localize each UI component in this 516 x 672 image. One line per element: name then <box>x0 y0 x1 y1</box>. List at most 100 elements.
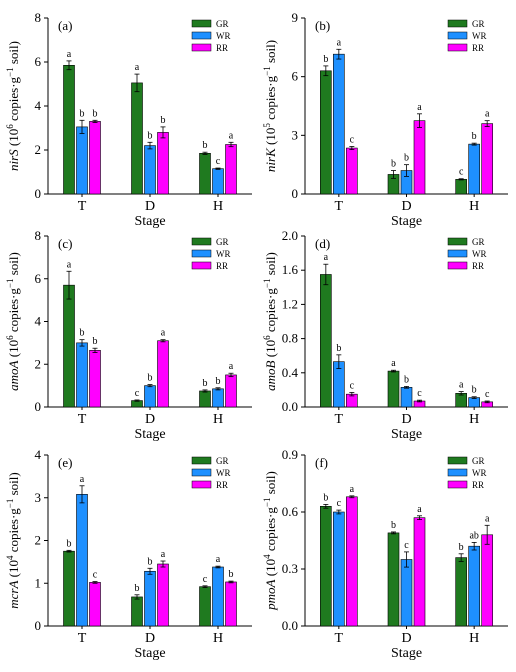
bar-WR-H <box>468 143 480 195</box>
y-axis-title-part: copies·g <box>6 288 21 336</box>
significance-letter: a <box>417 102 422 113</box>
legend-swatch-RR <box>447 480 468 489</box>
significance-letter: b <box>459 542 464 553</box>
significance-letter: b <box>148 556 153 567</box>
significance-letter: b <box>135 583 140 594</box>
significance-letter: a <box>459 380 464 391</box>
significance-letter: b <box>323 492 328 503</box>
legend-label-GR: GR <box>472 19 485 29</box>
legend-swatch-RR <box>191 261 212 270</box>
y-tick-label: 3 <box>292 127 299 142</box>
significance-letter: a <box>161 328 166 339</box>
significance-letter: b <box>148 130 153 141</box>
bar-WR-D <box>144 145 156 195</box>
x-tick-label: H <box>213 412 223 427</box>
legend-label-RR: RR <box>216 480 228 490</box>
x-axis-title: Stage <box>134 646 165 661</box>
significance-letter: a <box>391 358 396 369</box>
legend-label-WR: WR <box>472 249 487 259</box>
bar-RR-H <box>225 374 237 408</box>
y-axis-title-part: soil) <box>6 252 21 278</box>
legend-label-RR: RR <box>472 480 484 490</box>
x-tick-label: H <box>213 199 223 214</box>
bar-WR-D <box>144 570 156 627</box>
y-axis-title: mcrA (104 copies·g−1 soil) <box>5 472 21 609</box>
x-tick-label: D <box>401 412 411 427</box>
bar-GR-T <box>320 274 332 408</box>
significance-letter: b <box>203 378 208 389</box>
significance-letter: c <box>216 156 221 167</box>
bar-WR-H <box>468 545 480 627</box>
bar-GR-T <box>63 284 75 408</box>
y-axis-title-part: copies·g <box>263 507 278 555</box>
y-axis-title-part: mcrA <box>6 581 21 609</box>
y-tick-label: 1.2 <box>282 296 298 311</box>
significance-letter: a <box>337 37 342 48</box>
significance-letter: b <box>80 328 85 339</box>
significance-letter: b <box>161 115 166 126</box>
y-tick-label: 0 <box>35 186 42 201</box>
y-tick-label: 8 <box>35 228 42 243</box>
y-axis-title-part: −1 <box>5 279 15 289</box>
significance-letter: c <box>350 380 355 391</box>
significance-letter: a <box>324 252 329 263</box>
legend-label-RR: RR <box>216 43 228 53</box>
y-tick-label: 6 <box>35 54 42 69</box>
x-axis-title: Stage <box>391 214 422 229</box>
bar-WR-H <box>212 388 224 408</box>
y-tick-label: 0.6 <box>282 504 299 519</box>
y-axis-title-part: 6 <box>262 335 272 340</box>
significance-letter: b <box>336 343 341 354</box>
significance-letter: b <box>472 131 477 142</box>
significance-letter: a <box>161 549 166 560</box>
x-axis-title: Stage <box>134 427 165 442</box>
y-axis-title-part: copies·g <box>6 508 21 556</box>
legend-swatch-GR <box>191 237 212 246</box>
y-axis-title-part: (10 <box>6 129 21 150</box>
y-axis-title-part: nirS <box>6 149 21 171</box>
bar-RR-H <box>225 144 237 195</box>
y-axis-title: nirS (106 copies·g−1 soil) <box>5 41 21 171</box>
panel-label: (a) <box>58 18 72 33</box>
x-tick-label: D <box>401 631 411 646</box>
significance-letter: a <box>67 49 72 60</box>
bar-WR-T <box>333 53 345 195</box>
legend-swatch-GR <box>447 456 468 465</box>
panel-label: (e) <box>58 455 72 470</box>
y-tick-label: 0 <box>35 399 42 414</box>
significance-letter: a <box>417 504 422 515</box>
bar-RR-H <box>481 534 493 627</box>
bar-WR-T <box>76 126 88 195</box>
significance-letter: b <box>80 108 85 119</box>
legend-swatch-GR <box>447 19 468 28</box>
significance-letter: ab <box>469 530 478 541</box>
significance-letter: b <box>93 108 98 119</box>
bar-GR-T <box>320 70 332 195</box>
y-axis-title-part: copies·g <box>263 75 278 123</box>
legend-label-GR: GR <box>216 19 229 29</box>
y-tick-label: 0 <box>35 618 42 633</box>
y-axis-title-part: soil) <box>263 252 278 278</box>
significance-letter: b <box>391 520 396 531</box>
y-axis-title-part: 4 <box>262 554 272 559</box>
bar-RR-T <box>89 582 101 627</box>
y-tick-label: 6 <box>292 69 299 84</box>
y-axis-title-part: pmoA <box>263 579 278 610</box>
y-axis-title-part: 4 <box>5 555 15 560</box>
y-axis-title-part: −1 <box>262 498 272 508</box>
x-tick-label: T <box>335 412 344 427</box>
legend-swatch-WR <box>191 31 212 40</box>
y-axis-title-part: −1 <box>262 279 272 289</box>
y-axis-title-part: (10 <box>263 128 278 149</box>
x-tick-label: D <box>145 631 155 646</box>
bar-WR-H <box>212 168 224 195</box>
x-tick-label: D <box>145 199 155 214</box>
y-tick-label: 1.6 <box>282 262 299 277</box>
x-tick-label: H <box>469 412 479 427</box>
y-axis-title-part: −1 <box>5 67 15 77</box>
